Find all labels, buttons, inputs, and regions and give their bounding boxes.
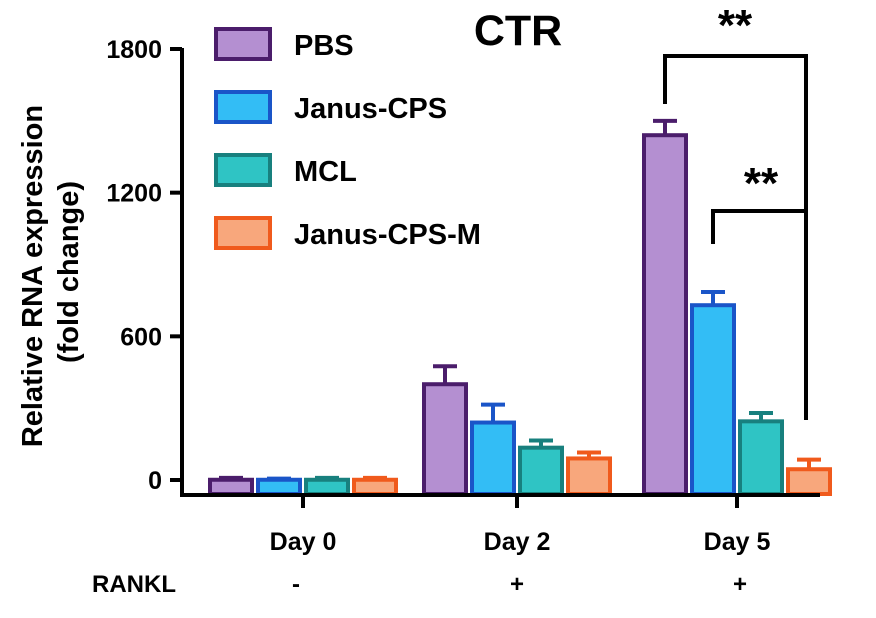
bar <box>422 382 468 497</box>
y-ticks: 0 600 1200 1800 <box>106 36 182 495</box>
bar <box>304 477 350 497</box>
significance-label: ** <box>718 1 753 50</box>
rankl-value: + <box>510 571 524 598</box>
legend-swatch <box>214 27 272 61</box>
rankl-value: - <box>292 571 300 598</box>
legend-label: PBS <box>294 30 354 62</box>
legend-swatch <box>214 216 272 250</box>
annotations-layer: ** ** <box>663 1 808 420</box>
bar <box>786 467 832 497</box>
y-axis-label-line-2: (fold change) <box>53 181 85 363</box>
x-ticks: Day 0 Day 2 Day 5 <box>270 495 771 556</box>
legend-label: Janus-CPS-M <box>294 219 481 251</box>
bar <box>566 456 612 497</box>
significance-label: ** <box>744 159 779 208</box>
bar <box>518 445 564 496</box>
legend-label: Janus-CPS <box>294 93 447 125</box>
y-axis-label-line-1: Relative RNA expression <box>17 105 49 447</box>
y-tick-label: 1800 <box>106 36 162 64</box>
chart-title: CTR <box>474 7 562 55</box>
y-tick-label: 600 <box>120 323 162 351</box>
x-tick-label: Day 5 <box>704 528 771 556</box>
rankl-label: RANKL <box>92 571 176 598</box>
legend-swatch <box>214 90 272 124</box>
y-axis-label: Relative RNA expression (fold change) <box>17 97 85 447</box>
bar <box>208 477 254 497</box>
bar <box>256 477 302 497</box>
bar <box>642 133 688 496</box>
significance-bracket <box>711 209 808 420</box>
bar <box>738 419 784 497</box>
x-tick-label: Day 0 <box>270 528 337 556</box>
legend: PBS Janus-CPS MCL Janus-CPS-M <box>214 27 481 251</box>
bar <box>352 477 398 497</box>
x-tick-label: Day 2 <box>484 528 551 556</box>
legend-label: MCL <box>294 156 357 188</box>
bar <box>690 303 736 497</box>
y-tick-label: 0 <box>148 467 162 495</box>
rankl-values: - + + <box>292 571 747 598</box>
legend-swatch <box>214 153 272 187</box>
rankl-value: + <box>733 571 747 598</box>
y-tick-label: 1200 <box>106 180 162 208</box>
bar <box>470 420 516 496</box>
